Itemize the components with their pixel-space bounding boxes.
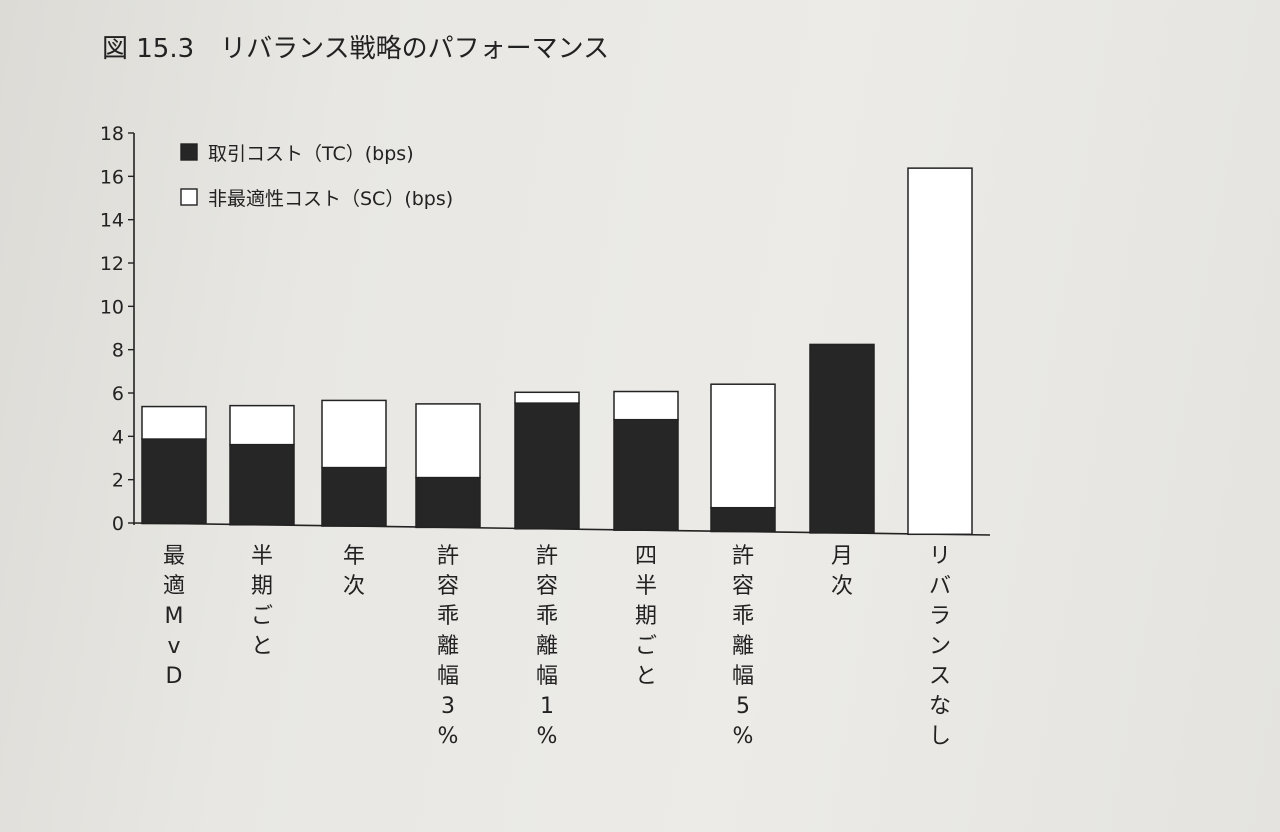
bar-tc-6 <box>710 506 776 533</box>
legend-swatch-tc <box>180 143 198 161</box>
legend-label-tc: 取引コスト（TC）(bps) <box>208 143 414 165</box>
category-label: 許容乖離幅 3% <box>437 544 459 749</box>
bar-sc-4 <box>514 391 580 404</box>
y-tick-label: 0 <box>112 513 124 535</box>
bar-tc-7 <box>809 343 875 534</box>
y-tick-label: 18 <box>100 123 124 145</box>
bar-sc-3 <box>415 403 481 479</box>
svg-text:年次: 年次 <box>343 544 365 599</box>
bar-tc-2 <box>321 466 387 527</box>
y-tick-label: 14 <box>100 210 124 232</box>
bar-sc-0 <box>141 405 207 440</box>
figure-label: 図 15.3 <box>102 34 195 64</box>
bar-tc-3 <box>415 476 481 529</box>
figure-title: 図 15.3 リバランス戦略のパフォーマンス <box>102 28 609 65</box>
svg-text:リバランスなし: リバランスなし <box>929 544 951 749</box>
svg-text:四半期ごと: 四半期ごと <box>635 544 657 689</box>
bar-sc-2 <box>321 399 387 469</box>
y-tick-label: 10 <box>100 296 124 318</box>
legend: 取引コスト（TC）(bps) 非最適性コスト（SC）(bps) <box>180 143 453 210</box>
category-label: 半期ごと <box>251 544 273 659</box>
category-label: 許容乖離幅 1% <box>536 544 558 749</box>
bar-tc-4 <box>514 402 580 530</box>
y-tick-label: 12 <box>100 253 124 275</box>
legend-swatch-sc <box>180 188 198 206</box>
category-label: リバランスなし <box>929 544 951 749</box>
bar-tc-5 <box>613 418 679 531</box>
bar-tc-1 <box>229 443 295 526</box>
category-label: 月次 <box>831 544 853 599</box>
svg-text:月次: 月次 <box>831 544 853 599</box>
category-label: 年次 <box>343 544 365 599</box>
y-tick-label: 16 <box>100 166 124 188</box>
bar-tc-0 <box>141 438 207 525</box>
y-tick-label: 8 <box>112 340 124 362</box>
y-axis: 0 2 4 6 8 10 12 14 16 18 <box>100 123 991 536</box>
y-tick-label: 4 <box>112 426 124 448</box>
bars <box>141 167 973 536</box>
category-label: 許容乖離幅 5% <box>732 544 754 749</box>
bar-sc-1 <box>229 404 295 446</box>
y-tick-label: 6 <box>112 383 124 405</box>
y-tick-label: 2 <box>112 470 124 492</box>
legend-label-sc: 非最適性コスト（SC）(bps) <box>208 188 453 210</box>
bar-sc-6 <box>710 383 776 509</box>
svg-text:半期ごと: 半期ごと <box>251 544 273 659</box>
figure-title-text: リバランス戦略のパフォーマンス <box>220 34 610 64</box>
category-label: 四半期ごと <box>635 544 657 689</box>
bar-sc-8 <box>907 167 973 536</box>
bar-sc-5 <box>613 390 679 421</box>
